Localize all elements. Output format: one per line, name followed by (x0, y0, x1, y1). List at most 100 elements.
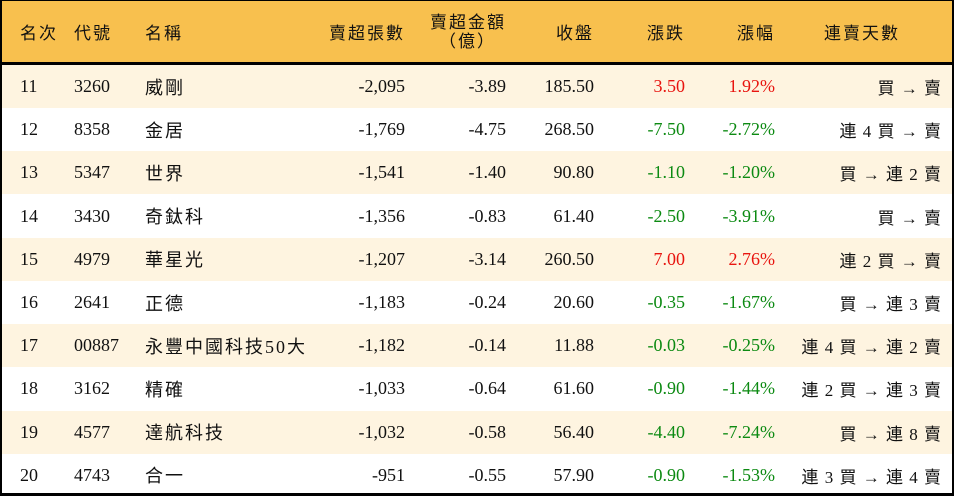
net-sell-amount-cell: -3.89 (468, 76, 507, 96)
stock-code-cell: 4577 (74, 421, 110, 442)
table-row[interactable]: 13 5347 世界 -1,541 -1.40 90.80 -1.10 -1.20% 買 → 連… (2, 151, 952, 195)
table-row[interactable]: 16 2641 正德 -1,183 -0.24 20.60 -0.35 -1.67% 買 → 連… (2, 281, 952, 324)
change-cell: -0.90 (647, 464, 686, 485)
header-net-sell-amount-unit: （億） (439, 31, 496, 51)
close-price-cell: 260.50 (544, 248, 595, 269)
change-cell: 7.00 (653, 248, 686, 269)
rank-cell: 17 (20, 335, 38, 356)
close-price-cell: 90.80 (553, 162, 595, 183)
header-streak[interactable]: 連賣天數 (824, 24, 900, 43)
rank-cell: 15 (20, 248, 38, 269)
change-cell: 3.50 (653, 76, 686, 96)
close-price-cell: 268.50 (544, 119, 595, 140)
change-pct-cell: -0.25% (722, 335, 776, 356)
header-change-pct[interactable]: 漲幅 (737, 24, 775, 43)
stock-name-cell: 世界 (145, 163, 185, 184)
stock-code-cell: 00887 (74, 335, 119, 356)
close-price-cell: 11.88 (554, 335, 594, 356)
rank-cell: 16 (20, 292, 38, 312)
rank-cell: 12 (20, 119, 38, 140)
net-sell-lots-cell: -1,207 (358, 248, 406, 269)
net-sell-amount-cell: -0.55 (468, 464, 507, 485)
net-sell-lots-cell: -1,032 (358, 421, 406, 442)
change-cell: -0.03 (647, 335, 686, 356)
streak-cell: 連 4 買 → 連 2 賣 (801, 338, 942, 358)
streak-cell: 買 → 連 3 賣 (839, 295, 942, 314)
stock-name-cell: 合一 (145, 466, 185, 487)
stock-code-cell: 4979 (74, 248, 110, 269)
table-row[interactable]: 19 4577 達航科技 -1,032 -0.58 56.40 -4.40 -7.24% 買 →… (2, 410, 952, 454)
change-cell: -2.50 (647, 205, 686, 226)
change-pct-cell: 1.92% (728, 76, 776, 96)
header-net-sell-amount-label: 賣超金額 (430, 12, 506, 32)
streak-cell: 買 → 賣 (877, 79, 942, 98)
net-sell-lots-cell: -1,541 (358, 162, 406, 183)
stock-code-cell: 3162 (74, 378, 110, 399)
header-close[interactable]: 收盤 (556, 24, 594, 43)
streak-cell: 買 → 連 8 賣 (839, 424, 942, 444)
table-row[interactable]: 11 3260 威剛 -2,095 -3.89 185.50 3.50 1.92% 買 → 賣 (2, 65, 952, 108)
net-sell-lots-cell: -1,183 (358, 292, 406, 312)
rank-cell: 11 (20, 76, 38, 96)
net-sell-lots-cell: -1,033 (358, 378, 406, 399)
net-sell-lots-cell: -1,356 (358, 205, 406, 226)
header-net-sell-amount[interactable]: 賣超金額 （億） (412, 1, 506, 62)
streak-cell: 買 → 連 2 賣 (839, 165, 942, 185)
header-code[interactable]: 代號 (74, 24, 112, 43)
net-sell-amount-cell: -3.14 (468, 248, 507, 269)
stock-code-cell: 8358 (74, 119, 110, 140)
header-net-sell-lots[interactable]: 賣超張數 (329, 24, 405, 43)
table-row[interactable]: 15 4979 華星光 -1,207 -3.14 260.50 7.00 2.76% 連 2 買… (2, 237, 952, 281)
table-row[interactable]: 14 3430 奇鈦科 -1,356 -0.83 61.40 -2.50 -3.91% 買 → … (2, 195, 952, 238)
stock-code-cell: 4743 (74, 464, 110, 485)
header-rank[interactable]: 名次 (20, 24, 58, 43)
rank-cell: 19 (20, 421, 38, 442)
stock-name-cell: 永豐中國科技50大 (145, 336, 307, 357)
streak-cell: 買 → 賣 (877, 208, 942, 228)
close-price-cell: 20.60 (553, 292, 595, 312)
net-sell-amount-cell: -0.64 (468, 378, 507, 399)
change-pct-cell: -3.91% (722, 205, 776, 226)
table-header: 名次 代號 名稱 賣超張數 賣超金額 （億） 收盤 漲跌 漲幅 連賣天數 (2, 1, 952, 65)
stock-name-cell: 金居 (145, 120, 185, 141)
streak-cell: 連 2 買 → 連 3 賣 (801, 381, 942, 401)
change-pct-cell: -2.72% (722, 119, 776, 140)
net-sell-lots-cell: -1,769 (358, 119, 406, 140)
net-sell-amount-cell: -4.75 (468, 119, 507, 140)
change-pct-cell: -7.24% (722, 421, 776, 442)
change-pct-cell: -1.20% (722, 162, 776, 183)
net-sell-lots-cell: -2,095 (358, 76, 406, 96)
net-sell-lots-cell: -1,182 (358, 335, 406, 356)
change-pct-cell: 2.76% (728, 248, 776, 269)
change-cell: -7.50 (647, 119, 686, 140)
stock-name-cell: 正德 (145, 293, 185, 314)
header-name[interactable]: 名稱 (145, 24, 183, 43)
net-sell-lots-cell: -951 (372, 464, 405, 485)
close-price-cell: 57.90 (553, 464, 595, 485)
stock-code-cell: 2641 (74, 292, 110, 312)
stock-name-cell: 奇鈦科 (145, 207, 205, 228)
table-row[interactable]: 17 00887 永豐中國科技50大 -1,182 -0.14 11.88 -0.03 -0.… (2, 324, 952, 368)
close-price-cell: 61.60 (553, 378, 595, 399)
change-pct-cell: -1.67% (722, 292, 776, 312)
stock-name-cell: 華星光 (145, 250, 205, 271)
net-sell-amount-cell: -1.40 (468, 162, 507, 183)
stock-name-cell: 威剛 (145, 77, 185, 98)
rank-cell: 20 (20, 464, 38, 485)
change-cell: -0.35 (647, 292, 686, 312)
rank-cell: 13 (20, 162, 38, 183)
stock-code-cell: 3260 (74, 76, 110, 96)
header-change[interactable]: 漲跌 (647, 24, 685, 43)
streak-cell: 連 2 買 → 賣 (839, 251, 942, 271)
stock-name-cell: 達航科技 (145, 423, 225, 444)
table-row[interactable]: 20 4743 合一 -951 -0.55 57.90 -0.90 -1.53% 連 3 買 →… (2, 454, 952, 497)
stock-code-cell: 5347 (74, 162, 110, 183)
rank-cell: 18 (20, 378, 38, 399)
table-row[interactable]: 12 8358 金居 -1,769 -4.75 268.50 -7.50 -2.72% 連 4 … (2, 108, 952, 151)
streak-cell: 連 3 買 → 連 4 賣 (801, 467, 942, 487)
change-cell: -4.40 (647, 421, 686, 442)
net-sell-amount-cell: -0.24 (468, 292, 507, 312)
rank-cell: 14 (20, 205, 38, 226)
change-pct-cell: -1.44% (722, 378, 776, 399)
table-row[interactable]: 18 3162 精確 -1,033 -0.64 61.60 -0.90 -1.44% 連 2 買… (2, 367, 952, 410)
